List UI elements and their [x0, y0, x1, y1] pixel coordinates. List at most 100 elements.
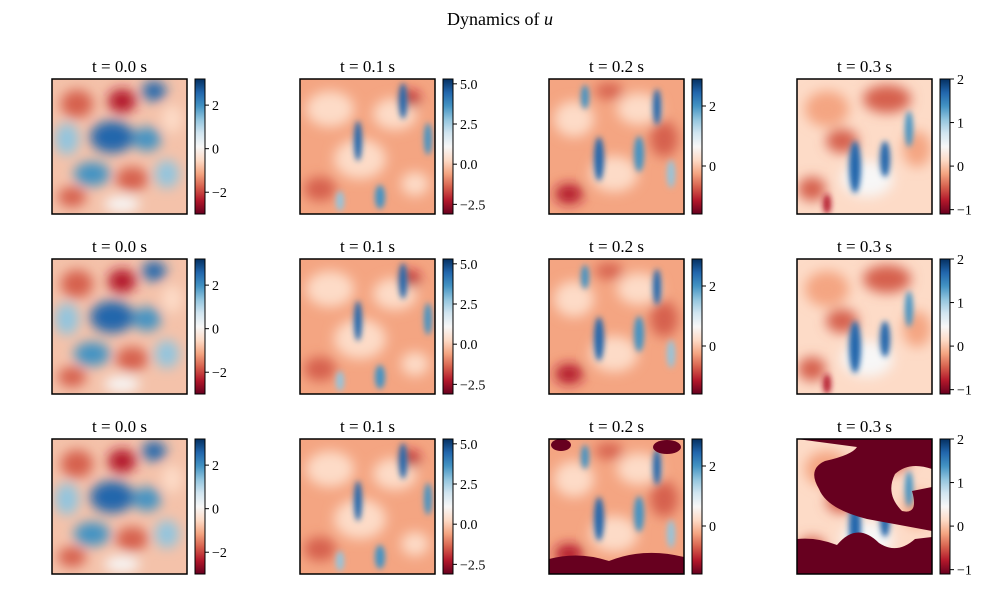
field-blob	[650, 301, 678, 337]
field-blob	[61, 450, 93, 478]
subplot-title: t = 0.2 s	[589, 57, 644, 76]
field-blob	[108, 449, 136, 473]
field-blob	[58, 547, 86, 567]
field-streak	[823, 374, 831, 394]
axes-frame	[51, 78, 188, 215]
field-blob	[55, 483, 79, 515]
field-streaks	[336, 263, 432, 391]
colorbar-tick-label: 0	[709, 340, 716, 355]
field-pattern	[55, 441, 182, 572]
colorbar-tick-label: 1	[957, 117, 964, 132]
subplot-r1-c0: t = 0.0 s −2 0 2	[51, 237, 227, 395]
field-streak	[905, 291, 913, 327]
field-blob	[61, 270, 93, 298]
field-blob	[304, 357, 336, 381]
heatmap-image	[797, 439, 932, 574]
field-streaks	[823, 111, 913, 214]
field-blob	[798, 177, 826, 201]
axes-frame	[299, 438, 436, 575]
saturated-region	[551, 439, 571, 451]
field-blob	[104, 196, 140, 212]
subplot-r1-c1: t = 0.1 s −2.5 0.0 2.5 5.0	[299, 237, 485, 395]
field-blob	[617, 273, 661, 305]
field-blob	[798, 357, 826, 381]
field-blob	[133, 127, 161, 151]
field-blob	[595, 263, 623, 279]
field-streak	[375, 545, 385, 569]
subplot-title: t = 0.0 s	[92, 417, 147, 436]
colorbar-tick-label: 2	[709, 100, 716, 115]
field-blob	[617, 453, 661, 485]
colorbar-tick-label: 0.0	[460, 338, 478, 353]
colorbar-tick-label: 0	[957, 520, 964, 535]
field-blob	[104, 556, 140, 572]
colorbar-tick-label: 0	[957, 340, 964, 355]
field-blob	[55, 123, 79, 155]
saturated-region	[797, 439, 932, 574]
field-streak	[849, 141, 861, 193]
subplot-r2-c2: t = 0.2 s 0 2	[548, 417, 716, 575]
colorbar-tick-label: 2	[709, 280, 716, 295]
colorbar	[194, 258, 206, 395]
subplot-title: t = 0.2 s	[589, 417, 644, 436]
field-blob	[617, 93, 661, 125]
field-blob	[555, 364, 583, 384]
field-blob	[90, 301, 134, 333]
field-pattern	[304, 91, 429, 201]
field-blob	[116, 347, 148, 371]
field-streak	[424, 123, 432, 155]
field-blob	[58, 367, 86, 387]
colorbar-tick-label: 1	[957, 297, 964, 312]
field-blob	[863, 265, 911, 293]
field-blob	[863, 85, 911, 113]
colorbar-tick-label: −2	[212, 366, 227, 381]
axes-frame	[548, 258, 685, 395]
field-streak	[823, 194, 831, 214]
field-blob	[304, 177, 336, 201]
heatmap-image	[549, 79, 684, 214]
field-streak	[634, 316, 644, 352]
field-blob	[55, 303, 79, 335]
heatmap-image	[797, 79, 932, 214]
field-streak	[581, 265, 589, 289]
colorbar	[442, 438, 454, 575]
field-streak	[594, 317, 604, 361]
field-blob	[74, 342, 110, 366]
field-blob	[61, 90, 93, 118]
colorbar-tick-label: −2	[212, 186, 227, 201]
field-blob	[595, 443, 623, 459]
field-blob	[805, 91, 849, 127]
field-streak	[594, 497, 604, 541]
colorbar-tick-label: 0	[212, 503, 219, 518]
colorbar	[194, 438, 206, 575]
axes-frame	[51, 258, 188, 395]
heatmap-image	[549, 439, 684, 574]
field-blob	[826, 129, 858, 153]
figure-title-symbol: u	[544, 9, 553, 29]
subplot-r1-c3: t = 0.3 s −1 0 1 2	[796, 237, 972, 399]
saturated-region	[653, 440, 681, 454]
field-blob	[108, 269, 136, 293]
field-streak	[667, 160, 675, 188]
subplot-title: t = 0.1 s	[340, 57, 395, 76]
field-streak	[634, 496, 644, 532]
subplot-title: t = 0.1 s	[340, 237, 395, 256]
colorbar-tick-label: 2	[957, 433, 964, 448]
colorbar-tick-label: −2	[212, 546, 227, 561]
field-streak	[594, 137, 604, 181]
field-streaks	[581, 445, 675, 548]
colorbar-tick-label: 0.0	[460, 518, 478, 533]
colorbar-tick-label: 2	[957, 253, 964, 268]
field-streaks	[581, 265, 675, 368]
field-blob	[162, 465, 182, 493]
field-blob	[334, 319, 386, 359]
field-blob	[133, 487, 161, 511]
field-blob	[74, 522, 110, 546]
axes-frame	[796, 78, 933, 215]
colorbar	[442, 258, 454, 395]
field-streak	[354, 121, 362, 161]
field-blob	[162, 285, 182, 313]
field-streak	[634, 136, 644, 172]
